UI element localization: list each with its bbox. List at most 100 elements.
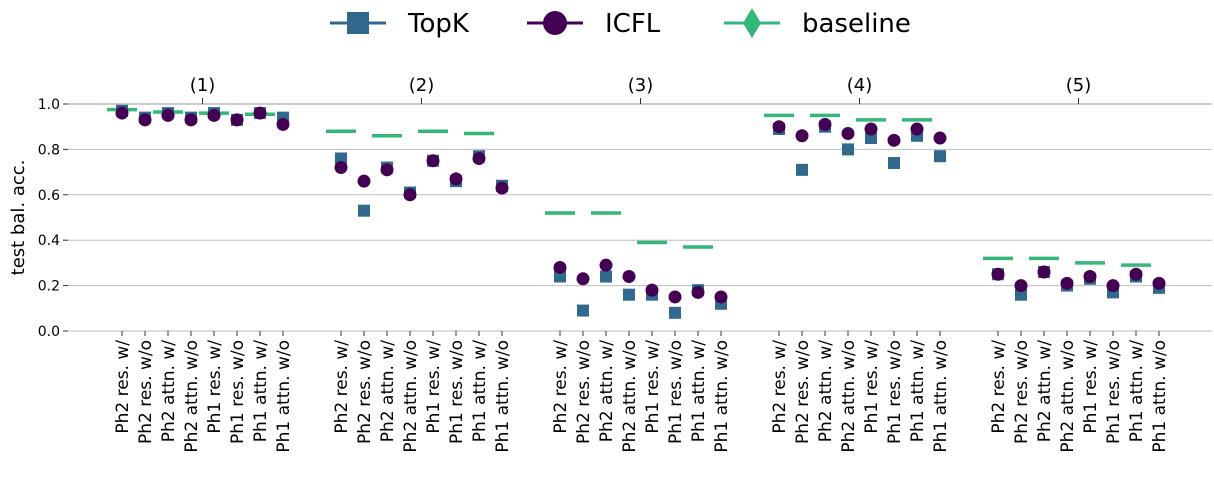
x-tick-label: Ph2 res. w/ — [989, 340, 1009, 434]
x-tick-label: Ph2 res. w/ — [770, 340, 790, 434]
legend-label-baseline: baseline — [802, 9, 911, 39]
topk-point — [669, 306, 681, 319]
x-tick-label: Ph2 res. w/o — [574, 340, 594, 444]
x-tick-label: Ph1 res. w/o — [885, 340, 905, 444]
group-title: (2) — [409, 75, 435, 96]
topk-point — [888, 157, 900, 170]
icfl-point — [161, 108, 175, 122]
y-axis-title: test bal. acc. — [8, 160, 29, 276]
topk-point — [865, 132, 877, 145]
icfl-point — [449, 172, 463, 186]
topk-point — [1015, 288, 1027, 301]
x-tick-label: Ph2 res. w/o — [793, 340, 813, 444]
legend-label-icfl: ICFL — [605, 9, 661, 39]
icfl-point — [933, 131, 947, 145]
x-tick-label: Ph1 res. w/ — [643, 340, 663, 434]
x-tick-label: Ph1 attn. w/ — [1127, 340, 1147, 442]
legend-marker-diamond — [743, 8, 761, 38]
icfl-point — [207, 108, 221, 122]
icfl-point — [864, 122, 878, 136]
icfl-point — [599, 258, 613, 272]
x-tick-label: Ph2 res. w/o — [355, 340, 375, 444]
x-tick-label: Ph2 res. w/o — [136, 340, 156, 444]
icfl-point — [795, 129, 809, 143]
topk-point — [335, 152, 347, 165]
icfl-point — [230, 113, 244, 127]
icfl-point — [495, 181, 509, 195]
icfl-point — [334, 161, 348, 175]
icfl-point — [668, 290, 682, 304]
y-tick-label: 0.2 — [38, 279, 60, 295]
icfl-point — [553, 260, 567, 274]
x-tick-label: Ph2 attn. w/ — [1035, 340, 1055, 442]
icfl-point — [691, 285, 705, 299]
icfl-point — [276, 117, 290, 131]
topk-point — [577, 304, 589, 317]
topk-point — [623, 288, 635, 301]
x-tick-label: Ph2 attn. w/o — [1058, 340, 1078, 453]
x-tick-label: Ph2 attn. w/ — [597, 340, 617, 442]
topk-point — [796, 163, 808, 176]
icfl-point — [1083, 270, 1097, 284]
x-tick-label: Ph2 attn. w/ — [159, 340, 179, 442]
icfl-point — [818, 117, 832, 131]
grid-lines — [68, 103, 1212, 332]
x-tick-label: Ph1 attn. w/o — [493, 340, 513, 453]
x-tick-label: Ph2 attn. w/o — [182, 340, 202, 453]
y-axis: 0.0 0.2 0.4 0.6 0.8 1.0 — [38, 97, 68, 340]
icfl-point — [1152, 276, 1166, 290]
y-tick-label: 0.6 — [38, 188, 60, 204]
y-tick-label: 1.0 — [38, 97, 60, 113]
group-title: (5) — [1066, 75, 1092, 96]
group-title: (4) — [847, 75, 873, 96]
icfl-point — [1037, 265, 1051, 279]
legend-marker-circle — [543, 11, 567, 35]
icfl-point — [887, 133, 901, 147]
icfl-point — [841, 127, 855, 141]
icfl-point — [115, 106, 129, 120]
x-tick-label: Ph2 res. w/ — [113, 340, 133, 434]
topk-point — [358, 204, 370, 217]
x-tick-label: Ph1 attn. w/o — [1150, 340, 1170, 453]
x-tick-label: Ph1 attn. w/ — [251, 340, 271, 442]
icfl-point — [253, 106, 267, 120]
x-tick-label: Ph1 attn. w/ — [908, 340, 928, 442]
x-tick-label: Ph2 attn. w/ — [816, 340, 836, 442]
x-tick-label: Ph1 attn. w/o — [931, 340, 951, 453]
x-tick-label: Ph1 attn. w/ — [470, 340, 490, 442]
icfl-point — [991, 267, 1005, 281]
x-tick-label: Ph2 attn. w/o — [839, 340, 859, 453]
icfl-point — [576, 272, 590, 286]
x-tick-label: Ph1 res. w/o — [666, 340, 686, 444]
icfl-point — [184, 113, 198, 127]
x-tick-label: Ph2 attn. w/o — [620, 340, 640, 453]
x-tick-label: Ph1 attn. w/ — [689, 340, 709, 442]
x-tick-label: Ph1 attn. w/o — [712, 340, 732, 453]
topk-point — [934, 150, 946, 163]
icfl-point — [622, 270, 636, 284]
icfl-point — [714, 290, 728, 304]
x-tick-label: Ph2 attn. w/ — [378, 340, 398, 442]
data-marks — [107, 104, 1166, 319]
x-tick-label: Ph1 res. w/ — [862, 340, 882, 434]
y-tick-label: 0.8 — [38, 142, 60, 158]
x-tick-label: Ph2 res. w/ — [551, 340, 571, 434]
icfl-point — [1129, 267, 1143, 281]
icfl-point — [138, 113, 152, 127]
icfl-point — [772, 120, 786, 134]
icfl-point — [645, 283, 659, 297]
x-tick-label: Ph1 attn. w/o — [274, 340, 294, 453]
x-tick-label: Ph1 res. w/ — [1081, 340, 1101, 434]
group-title: (1) — [190, 75, 216, 96]
icfl-point — [357, 174, 371, 188]
group-title: (3) — [628, 75, 654, 96]
x-tick-label: Ph2 res. w/ — [332, 340, 352, 434]
x-tick-label: Ph1 res. w/o — [447, 340, 467, 444]
topk-point — [842, 143, 854, 156]
icfl-point — [403, 188, 417, 202]
topk-point — [600, 270, 612, 283]
group-titles: (1) (2) (3) (4) (5) — [190, 75, 1092, 104]
legend-marker-square — [347, 12, 369, 34]
x-tick-label: Ph1 res. w/o — [1104, 340, 1124, 444]
